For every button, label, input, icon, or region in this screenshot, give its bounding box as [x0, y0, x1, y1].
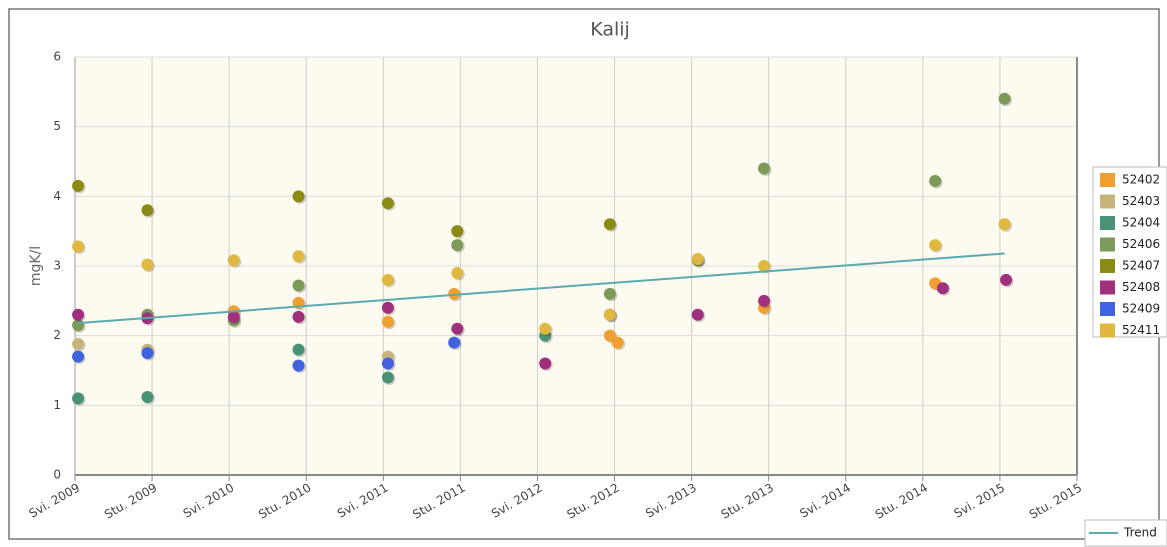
scatter-point: [227, 254, 240, 267]
scatter-point: [1000, 273, 1013, 286]
scatter-point: [72, 350, 85, 363]
scatter-point: [292, 343, 305, 356]
scatter-point: [539, 322, 552, 335]
scatter-point: [451, 225, 464, 238]
legend-label: 52407: [1122, 259, 1160, 273]
scatter-point: [72, 308, 85, 321]
scatter-point: [611, 336, 624, 349]
scatter-point: [141, 258, 154, 271]
scatter-point: [381, 301, 394, 314]
scatter-point: [292, 250, 305, 263]
y-tick-label: 6: [53, 50, 61, 64]
y-axis-label: mgK/l: [28, 246, 44, 286]
scatter-point: [936, 282, 949, 295]
scatter-point: [451, 322, 464, 335]
chart-title: Kalij: [590, 19, 630, 41]
scatter-point: [603, 218, 616, 231]
scatter-point: [381, 315, 394, 328]
scatter-point: [72, 392, 85, 405]
scatter-point: [758, 294, 771, 307]
trend-line: [78, 252, 1005, 325]
y-tick-label: 1: [53, 398, 61, 412]
scatter-point: [448, 336, 461, 349]
legend-label: 52402: [1122, 173, 1160, 187]
legend-swatch: [1100, 323, 1115, 338]
scatter-point: [998, 92, 1011, 105]
scatter-point: [929, 239, 942, 252]
scatter-point: [998, 218, 1011, 231]
y-tick-label: 4: [53, 189, 61, 203]
legend-swatch: [1100, 173, 1115, 187]
scatter-point: [381, 197, 394, 210]
y-tick-label: 3: [53, 259, 61, 273]
scatter-point: [603, 308, 616, 321]
scatter-point: [292, 359, 305, 372]
y-tick-label: 5: [53, 119, 61, 133]
scatter-point: [141, 347, 154, 360]
scatter-point: [72, 338, 85, 351]
legend-label: 52411: [1122, 323, 1160, 337]
scatter-point: [292, 279, 305, 292]
scatter-point: [758, 162, 771, 175]
legend-swatch: [1100, 259, 1115, 273]
scatter-point: [141, 204, 154, 217]
y-tick-label: 2: [53, 328, 61, 342]
scatter-point: [72, 240, 85, 253]
legend-label: 52406: [1122, 237, 1160, 251]
legend-swatch: [1100, 194, 1115, 209]
scatter-point: [603, 329, 616, 342]
legend-label: 52408: [1122, 280, 1160, 294]
scatter-point: [929, 175, 942, 188]
y-tick-label: 0: [53, 468, 61, 482]
scatter-point: [292, 310, 305, 323]
scatter-point: [691, 253, 704, 266]
legend-label: 52404: [1122, 216, 1160, 230]
scatter-point: [381, 273, 394, 286]
scatter-point: [451, 239, 464, 252]
legend-label: Trend: [1123, 526, 1157, 540]
scatter-point: [381, 371, 394, 384]
scatter-point: [758, 260, 771, 272]
scatter-point: [603, 287, 616, 300]
scatter-point: [381, 357, 394, 370]
scatter-point: [227, 310, 240, 323]
scatter-point: [292, 190, 305, 203]
legend-label: 52403: [1122, 194, 1160, 208]
legend-swatch: [1100, 237, 1115, 252]
legend-label: 52409: [1122, 302, 1160, 316]
scatter-point: [141, 390, 154, 403]
legend-swatch: [1100, 216, 1115, 230]
scatter-point: [539, 357, 552, 370]
scatter-point: [451, 266, 464, 279]
legend-swatch: [1100, 280, 1115, 295]
legend-swatch: [1100, 302, 1115, 316]
scatter-point: [691, 308, 704, 321]
scatter-point: [72, 179, 85, 192]
